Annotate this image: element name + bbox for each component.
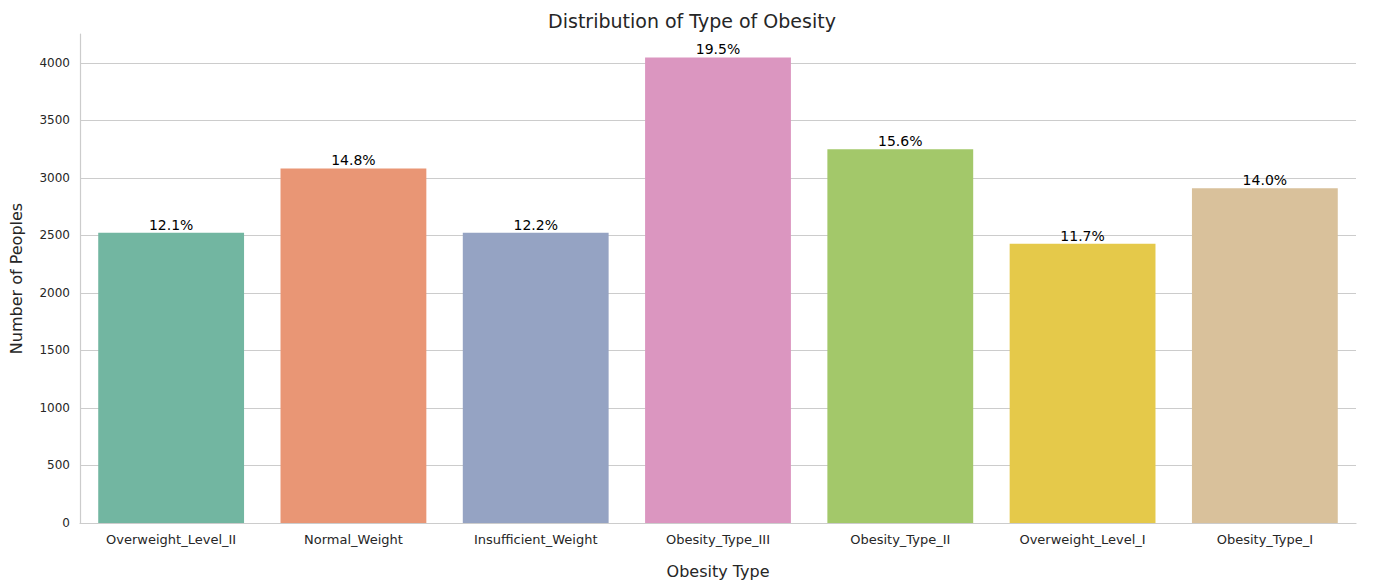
svg-text:14.0%: 14.0% — [1243, 172, 1287, 188]
svg-text:0: 0 — [62, 516, 70, 530]
svg-text:12.2%: 12.2% — [513, 217, 557, 233]
svg-text:Obesity Type: Obesity Type — [667, 562, 770, 581]
svg-text:15.6%: 15.6% — [878, 133, 922, 149]
svg-text:1000: 1000 — [39, 401, 70, 415]
svg-text:Number of Peoples: Number of Peoples — [7, 203, 26, 354]
svg-text:2000: 2000 — [39, 286, 70, 300]
svg-text:19.5%: 19.5% — [696, 41, 740, 57]
svg-text:3500: 3500 — [39, 113, 70, 127]
svg-text:Insufficient_Weight: Insufficient_Weight — [474, 532, 598, 547]
svg-text:14.8%: 14.8% — [331, 152, 375, 168]
svg-text:Obesity_Type_II: Obesity_Type_II — [850, 532, 950, 547]
svg-text:Normal_Weight: Normal_Weight — [304, 532, 403, 547]
svg-text:Overweight_Level_II: Overweight_Level_II — [106, 532, 236, 547]
svg-text:Overweight_Level_I: Overweight_Level_I — [1019, 532, 1145, 547]
svg-text:Obesity_Type_III: Obesity_Type_III — [666, 532, 770, 547]
svg-text:4000: 4000 — [39, 56, 70, 70]
svg-text:3000: 3000 — [39, 171, 70, 185]
svg-text:Obesity_Type_I: Obesity_Type_I — [1217, 532, 1313, 547]
svg-text:500: 500 — [47, 458, 70, 472]
svg-text:11.7%: 11.7% — [1060, 228, 1104, 244]
svg-text:1500: 1500 — [39, 343, 70, 357]
svg-text:2500: 2500 — [39, 228, 70, 242]
svg-text:12.1%: 12.1% — [149, 217, 193, 233]
svg-text:Distribution of Type of Obesit: Distribution of Type of Obesity — [548, 10, 836, 32]
